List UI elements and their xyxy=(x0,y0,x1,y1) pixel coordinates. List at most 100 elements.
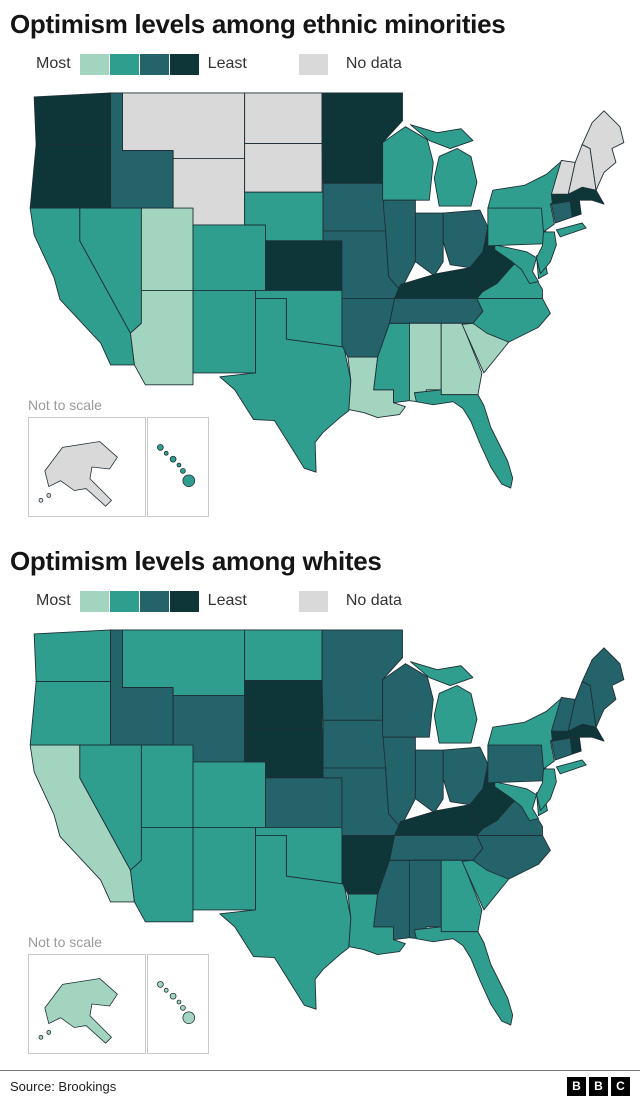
hawaii-island xyxy=(176,462,182,468)
footer: Source: Brookings B B C xyxy=(0,1069,640,1104)
not-to-scale-label: Not to scale xyxy=(28,933,102,950)
us-choropleth-whites xyxy=(29,629,625,1026)
state-SD xyxy=(244,679,323,730)
legend-swatch-level3 xyxy=(139,53,169,75)
not-to-scale-label: Not to scale xyxy=(28,396,102,413)
state-PA xyxy=(487,207,548,247)
bbc-logo-block: B xyxy=(567,1076,586,1096)
hawaii-island xyxy=(176,999,182,1005)
state-SD xyxy=(244,143,323,193)
alaska-inset-box xyxy=(28,953,146,1054)
state-CT xyxy=(550,200,573,224)
legend-whites: Most Least No data xyxy=(36,590,640,612)
section-whites: Optimism levels among whites Most Least … xyxy=(0,545,640,1054)
state-FL xyxy=(413,389,514,489)
state-IA xyxy=(322,182,387,232)
us-choropleth-minorities xyxy=(29,92,625,489)
state-NC xyxy=(472,297,551,343)
alaska-inset-box xyxy=(28,416,146,517)
state-NJ xyxy=(536,768,557,811)
legend-least-label: Least xyxy=(207,55,247,73)
aleutian-island xyxy=(38,1034,44,1040)
state-WI xyxy=(382,663,434,738)
alaska-shape xyxy=(44,440,118,507)
state-MI xyxy=(409,661,478,744)
state-TX xyxy=(219,297,352,473)
source-text: Source: Brookings xyxy=(10,1078,117,1094)
state-KS xyxy=(265,777,343,828)
legend-swatch-level4 xyxy=(169,53,199,75)
state-NC xyxy=(472,834,551,880)
chart-title-minorities: Optimism levels among ethnic minorities xyxy=(10,9,506,39)
state-CT xyxy=(550,737,573,761)
state-ME xyxy=(581,110,625,191)
legend-minorities: Most Least No data xyxy=(36,53,640,75)
state-IN xyxy=(414,212,444,276)
hawaii-island xyxy=(182,474,196,487)
legend-most-label: Most xyxy=(36,55,71,73)
state-UT xyxy=(140,744,194,828)
legend-color-scale xyxy=(79,53,199,75)
hawaii-island xyxy=(157,980,164,988)
legend-swatch-level3 xyxy=(139,590,169,612)
section-minorities: Optimism levels among ethnic minorities … xyxy=(0,9,640,517)
state-WA xyxy=(33,629,112,682)
state-TN xyxy=(389,297,484,324)
bbc-logo-block: C xyxy=(611,1076,630,1096)
hawaii-island xyxy=(157,443,164,451)
state-RI xyxy=(569,198,582,218)
state-FL xyxy=(413,926,514,1026)
hawaii-island xyxy=(180,467,186,474)
state-WA xyxy=(33,92,112,145)
map-minorities: Not to scale xyxy=(0,83,640,517)
state-TN xyxy=(389,834,484,861)
state-MI xyxy=(409,124,478,207)
legend-swatch-level4 xyxy=(169,590,199,612)
hawaii-inset-box xyxy=(147,416,209,517)
insets-whites: Not to scale xyxy=(28,934,210,1054)
state-PA xyxy=(487,744,548,784)
aleutian-island xyxy=(38,497,44,503)
state-UT xyxy=(140,207,194,291)
hawaii-island xyxy=(169,455,177,463)
hawaii-island xyxy=(163,450,169,456)
state-ND xyxy=(244,92,323,144)
state-MT xyxy=(122,629,246,696)
hawaii-island xyxy=(180,1004,186,1011)
state-IA xyxy=(322,719,387,769)
state-WI xyxy=(382,126,434,201)
chart-title-whites: Optimism levels among whites xyxy=(10,545,382,576)
legend-nodata-label: No data xyxy=(345,55,402,73)
bbc-logo-block: B xyxy=(589,1076,608,1096)
state-IL xyxy=(383,736,416,828)
state-RI xyxy=(569,735,582,755)
hawaii-island xyxy=(169,992,177,1000)
state-ND xyxy=(244,629,323,681)
state-IN xyxy=(414,749,444,813)
legend-swatch-level1 xyxy=(79,590,109,612)
state-NJ xyxy=(536,231,557,274)
state-CO xyxy=(192,224,266,291)
legend-most-label: Most xyxy=(36,592,71,610)
legend-swatch-level1 xyxy=(79,53,109,75)
state-MT xyxy=(122,92,246,159)
state-CO xyxy=(192,761,266,828)
legend-nodata-label: No data xyxy=(345,592,402,610)
state-NM xyxy=(192,826,256,911)
hawaii-inset-box xyxy=(147,953,209,1054)
bbc-logo: B B C xyxy=(567,1076,630,1096)
alaska-shape xyxy=(44,977,118,1044)
state-OR xyxy=(29,680,112,746)
insets-minorities: Not to scale xyxy=(28,397,210,517)
state-KS xyxy=(265,240,343,291)
hawaii-island xyxy=(182,1011,196,1024)
state-MD xyxy=(494,781,539,821)
legend-swatch-level2 xyxy=(109,53,139,75)
aleutian-island xyxy=(46,1029,52,1035)
legend-least-label: Least xyxy=(207,592,247,610)
state-ME xyxy=(581,647,625,728)
aleutian-island xyxy=(46,492,52,498)
legend-swatch-nodata xyxy=(298,590,328,612)
hawaii-island xyxy=(163,987,169,993)
